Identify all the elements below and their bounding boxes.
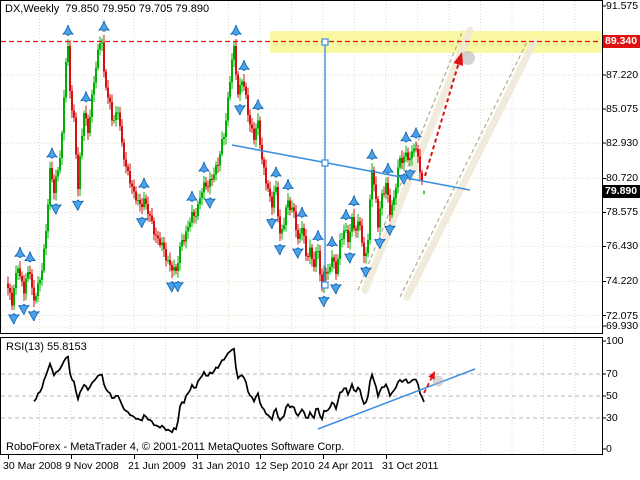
price-axis-label: 69.930 <box>606 320 639 332</box>
price-axis-label: 82.930 <box>606 137 639 150</box>
rsi-scale-label: 0 <box>606 443 612 455</box>
fractal-up-icon <box>382 162 394 174</box>
price-axis-label: 76.430 <box>606 240 639 253</box>
fractal-up-icon <box>366 148 378 160</box>
projection-arrow[interactable] <box>424 52 464 177</box>
date-axis-label: 24 Apr 2011 <box>318 460 374 472</box>
fractal-down-icon <box>266 217 278 229</box>
fractal-up-icon <box>238 59 250 71</box>
ascending-channel[interactable] <box>357 26 538 301</box>
fractal-up-icon <box>230 24 242 36</box>
downtrend-line[interactable] <box>231 144 471 191</box>
price-axis-label: 91.575 <box>606 0 639 12</box>
fractal-up-icon <box>340 209 352 221</box>
fractal-up-icon <box>400 131 412 143</box>
rsi-scale-label: 30 <box>606 412 618 424</box>
date-axis-label: 21 Jun 2009 <box>128 460 186 472</box>
rsi-line <box>33 347 425 434</box>
rsi-scale-label: 70 <box>606 368 618 380</box>
selection-handle[interactable] <box>321 281 329 289</box>
fractal-up-icon <box>326 236 338 248</box>
fractal-up-icon <box>270 166 282 178</box>
fractal-up-icon <box>410 127 422 139</box>
fractal-up-icon <box>62 24 74 36</box>
date-axis-label: 31 Jan 2010 <box>192 460 250 472</box>
rsi-support-trendline[interactable] <box>317 368 476 430</box>
fractal-down-icon <box>274 244 286 256</box>
price-axis-label: 80.720 <box>606 172 639 185</box>
date-axis-label: 9 Nov 2008 <box>65 460 119 472</box>
fractal-up-icon <box>98 20 110 32</box>
fractal-down-icon <box>234 104 246 116</box>
candlesticks <box>7 34 425 311</box>
price-axis-label: 85.075 <box>606 103 639 116</box>
selection-handle[interactable] <box>321 38 329 46</box>
fractal-down-icon <box>292 247 304 259</box>
fractal-up-icon <box>186 190 198 202</box>
fractal-up-icon <box>46 147 58 159</box>
fractal-up-icon <box>14 247 26 259</box>
fractal-up-icon <box>80 91 92 103</box>
date-axis-label: 12 Sep 2010 <box>255 460 315 472</box>
fractal-down-icon <box>330 283 342 295</box>
fractal-down-icon <box>18 303 30 315</box>
fractal-down-icon <box>72 199 84 211</box>
selection-handle[interactable] <box>321 159 329 167</box>
price-axis-label: 72.075 <box>606 309 639 322</box>
rsi-arrow[interactable] <box>423 371 435 394</box>
fractal-down-icon <box>344 252 356 264</box>
fractal-up-icon <box>138 177 150 189</box>
fractal-up-icon <box>348 195 360 207</box>
vertical-cycle-line[interactable] <box>321 38 329 289</box>
rsi-gray-marker-circle <box>432 375 444 387</box>
fractal-up-icon <box>198 161 210 173</box>
panel-frames <box>0 0 606 459</box>
fractal-down-icon <box>318 295 330 307</box>
symbol-ohlc-header: DX,Weekly 79.850 79.950 79.705 79.890 <box>5 3 210 15</box>
fractal-down-icon <box>136 216 148 228</box>
fractal-up-icon <box>24 251 36 263</box>
resistance-target-tag: 89.340 <box>603 34 640 48</box>
fractal-down-icon <box>8 313 20 325</box>
rsi-scale-label: 100 <box>606 335 624 347</box>
fractal-up-icon <box>312 230 324 242</box>
copyright-text: RoboForex - MetaTrader 4, © 2001-2011 Me… <box>6 441 345 453</box>
date-axis-label: 30 Mar 2008 <box>3 460 62 472</box>
rsi-scale-label: 50 <box>606 390 618 402</box>
gray-marker-circle <box>461 51 475 65</box>
current-price-tag: 79.890 <box>603 184 640 198</box>
fractal-down-icon <box>204 197 216 209</box>
date-axis-label: 31 Oct 2011 <box>382 460 439 472</box>
rsi-indicator-label: RSI(13) 55.8153 <box>6 341 87 353</box>
price-axis-label: 78.575 <box>606 206 639 219</box>
price-axis-label: 87.220 <box>606 69 639 82</box>
price-axis-label: 74.220 <box>606 275 639 288</box>
fractal-up-icon <box>252 99 264 111</box>
